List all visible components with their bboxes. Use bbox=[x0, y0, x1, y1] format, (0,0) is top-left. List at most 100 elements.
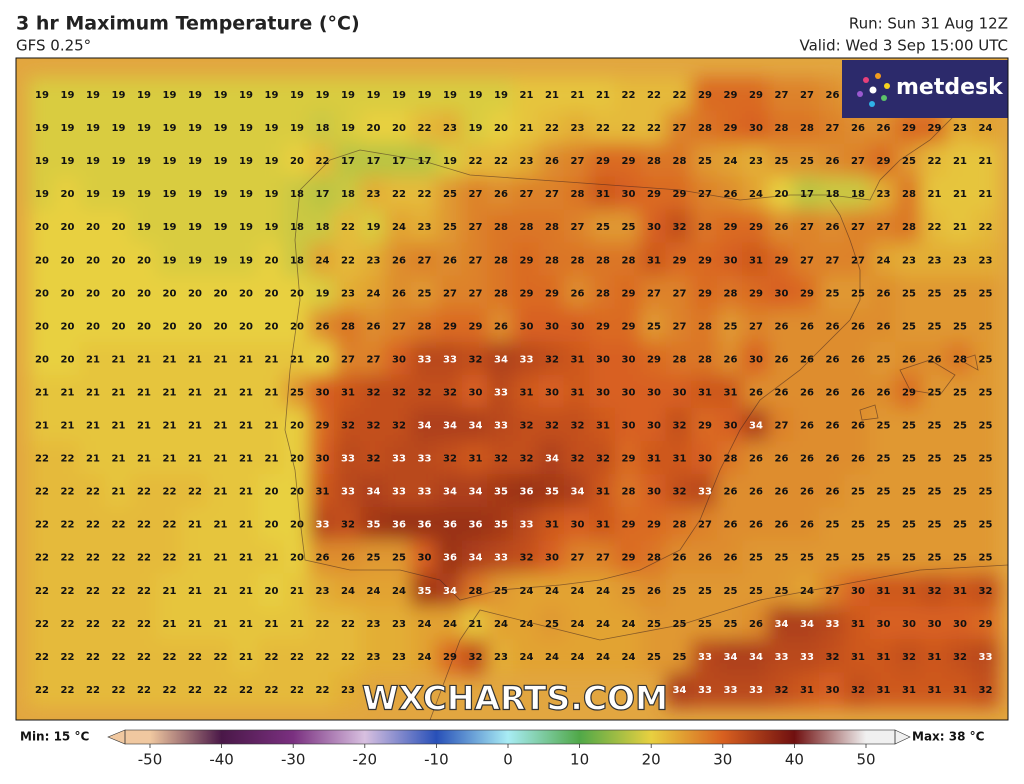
temperature-value: 32 bbox=[979, 586, 993, 597]
temperature-value: 27 bbox=[851, 156, 865, 167]
temperature-value: 26 bbox=[316, 553, 330, 564]
temperature-value: 27 bbox=[520, 189, 534, 200]
temperature-value: 32 bbox=[443, 387, 457, 398]
temperature-value: 19 bbox=[163, 123, 177, 134]
temperature-value: 24 bbox=[596, 652, 610, 663]
temperature-cell bbox=[614, 176, 643, 212]
temperature-cell bbox=[206, 77, 235, 113]
temperature-value: 25 bbox=[596, 222, 610, 233]
temperature-value: 25 bbox=[698, 586, 712, 597]
temperature-cell bbox=[53, 474, 82, 510]
temperature-cell bbox=[538, 110, 566, 146]
temperature-cell bbox=[410, 507, 439, 543]
temperature-value: 33 bbox=[494, 387, 508, 398]
temperature-value: 21 bbox=[239, 487, 253, 498]
temperature-value: 26 bbox=[800, 454, 814, 465]
temperature-value: 31 bbox=[520, 387, 534, 398]
temperature-value: 32 bbox=[443, 454, 457, 465]
temperature-cell bbox=[181, 77, 209, 113]
temperature-cell bbox=[971, 639, 1000, 675]
temperature-value: 19 bbox=[188, 123, 202, 134]
temperature-cell bbox=[206, 474, 235, 510]
temperature-value: 31 bbox=[698, 387, 712, 398]
temperature-cell bbox=[691, 374, 719, 410]
temperature-value: 26 bbox=[826, 222, 840, 233]
temperature-cell bbox=[257, 110, 286, 146]
temperature-value: 19 bbox=[112, 189, 126, 200]
temperature-value: 25 bbox=[724, 321, 738, 332]
temperature-cell bbox=[257, 606, 286, 642]
temperature-cell bbox=[79, 606, 107, 642]
temperature-cell bbox=[742, 110, 770, 146]
temperature-cell bbox=[920, 341, 949, 377]
temperature-cell bbox=[742, 143, 770, 179]
temperature-value: 21 bbox=[163, 354, 177, 365]
temperature-value: 29 bbox=[596, 156, 610, 167]
temperature-cell bbox=[589, 374, 617, 410]
temperature-cell bbox=[359, 308, 388, 344]
temperature-cell bbox=[206, 606, 235, 642]
temperature-cell bbox=[563, 441, 592, 477]
temperature-value: 30 bbox=[902, 619, 916, 630]
temperature-cell bbox=[512, 110, 541, 146]
temperature-value: 22 bbox=[928, 222, 942, 233]
temperature-value: 23 bbox=[953, 255, 967, 266]
temperature-cell bbox=[308, 474, 337, 510]
temperature-cell bbox=[971, 507, 1000, 543]
temperature-cell bbox=[538, 374, 566, 410]
temperature-cell bbox=[28, 176, 56, 212]
temperature-value: 21 bbox=[163, 586, 177, 597]
temperature-value: 19 bbox=[469, 90, 483, 101]
temperature-value: 20 bbox=[35, 321, 49, 332]
temperature-cell bbox=[385, 374, 413, 410]
temperature-cell bbox=[818, 573, 847, 609]
temperature-value: 34 bbox=[545, 454, 559, 465]
temperature-cell bbox=[155, 474, 184, 510]
temperature-cell bbox=[487, 143, 515, 179]
temperature-cell bbox=[742, 308, 770, 344]
temperature-cell bbox=[283, 209, 311, 245]
temperature-value: 23 bbox=[341, 685, 355, 696]
temperature-cell bbox=[436, 540, 464, 576]
temperature-value: 20 bbox=[265, 520, 279, 531]
colorbar-tick-label: 50 bbox=[856, 751, 875, 769]
temperature-cell bbox=[359, 573, 388, 609]
temperature-value: 19 bbox=[163, 156, 177, 167]
temperature-cell bbox=[385, 308, 413, 344]
temperature-value: 30 bbox=[724, 255, 738, 266]
temperature-cell bbox=[206, 441, 235, 477]
temperature-cell bbox=[538, 507, 566, 543]
temperature-cell bbox=[869, 242, 898, 278]
title: 3 hr Maximum Temperature (°C) bbox=[16, 13, 360, 35]
temperature-value: 21 bbox=[239, 553, 253, 564]
temperature-cell bbox=[436, 275, 464, 311]
temperature-value: 28 bbox=[902, 222, 916, 233]
temperature-cell bbox=[512, 407, 541, 444]
temperature-cell bbox=[181, 540, 209, 576]
temperature-value: 28 bbox=[724, 288, 738, 299]
temperature-cell bbox=[155, 209, 184, 245]
temperature-cell bbox=[844, 143, 872, 179]
temperature-value: 31 bbox=[749, 255, 763, 266]
temperature-value: 23 bbox=[443, 123, 457, 134]
temperature-cell bbox=[538, 639, 566, 675]
temperature-cell bbox=[359, 77, 388, 113]
temperature-value: 22 bbox=[290, 652, 304, 663]
temperature-cell bbox=[691, 474, 719, 510]
temperature-cell bbox=[691, 407, 719, 444]
temperature-value: 27 bbox=[647, 288, 661, 299]
temperature-cell bbox=[767, 209, 796, 245]
temperature-cell bbox=[640, 474, 668, 510]
temperature-value: 19 bbox=[137, 222, 151, 233]
temperature-value: 25 bbox=[928, 421, 942, 432]
temperature-value: 21 bbox=[86, 354, 100, 365]
temperature-cell bbox=[895, 407, 923, 444]
temperature-cell bbox=[232, 77, 260, 113]
temperature-cell bbox=[334, 639, 362, 675]
temperature-value: 26 bbox=[341, 553, 355, 564]
temperature-cell bbox=[155, 176, 184, 212]
temperature-value: 26 bbox=[698, 553, 712, 564]
temperature-cell bbox=[920, 407, 949, 444]
temperature-value: 30 bbox=[673, 387, 687, 398]
temperature-cell bbox=[130, 143, 158, 179]
